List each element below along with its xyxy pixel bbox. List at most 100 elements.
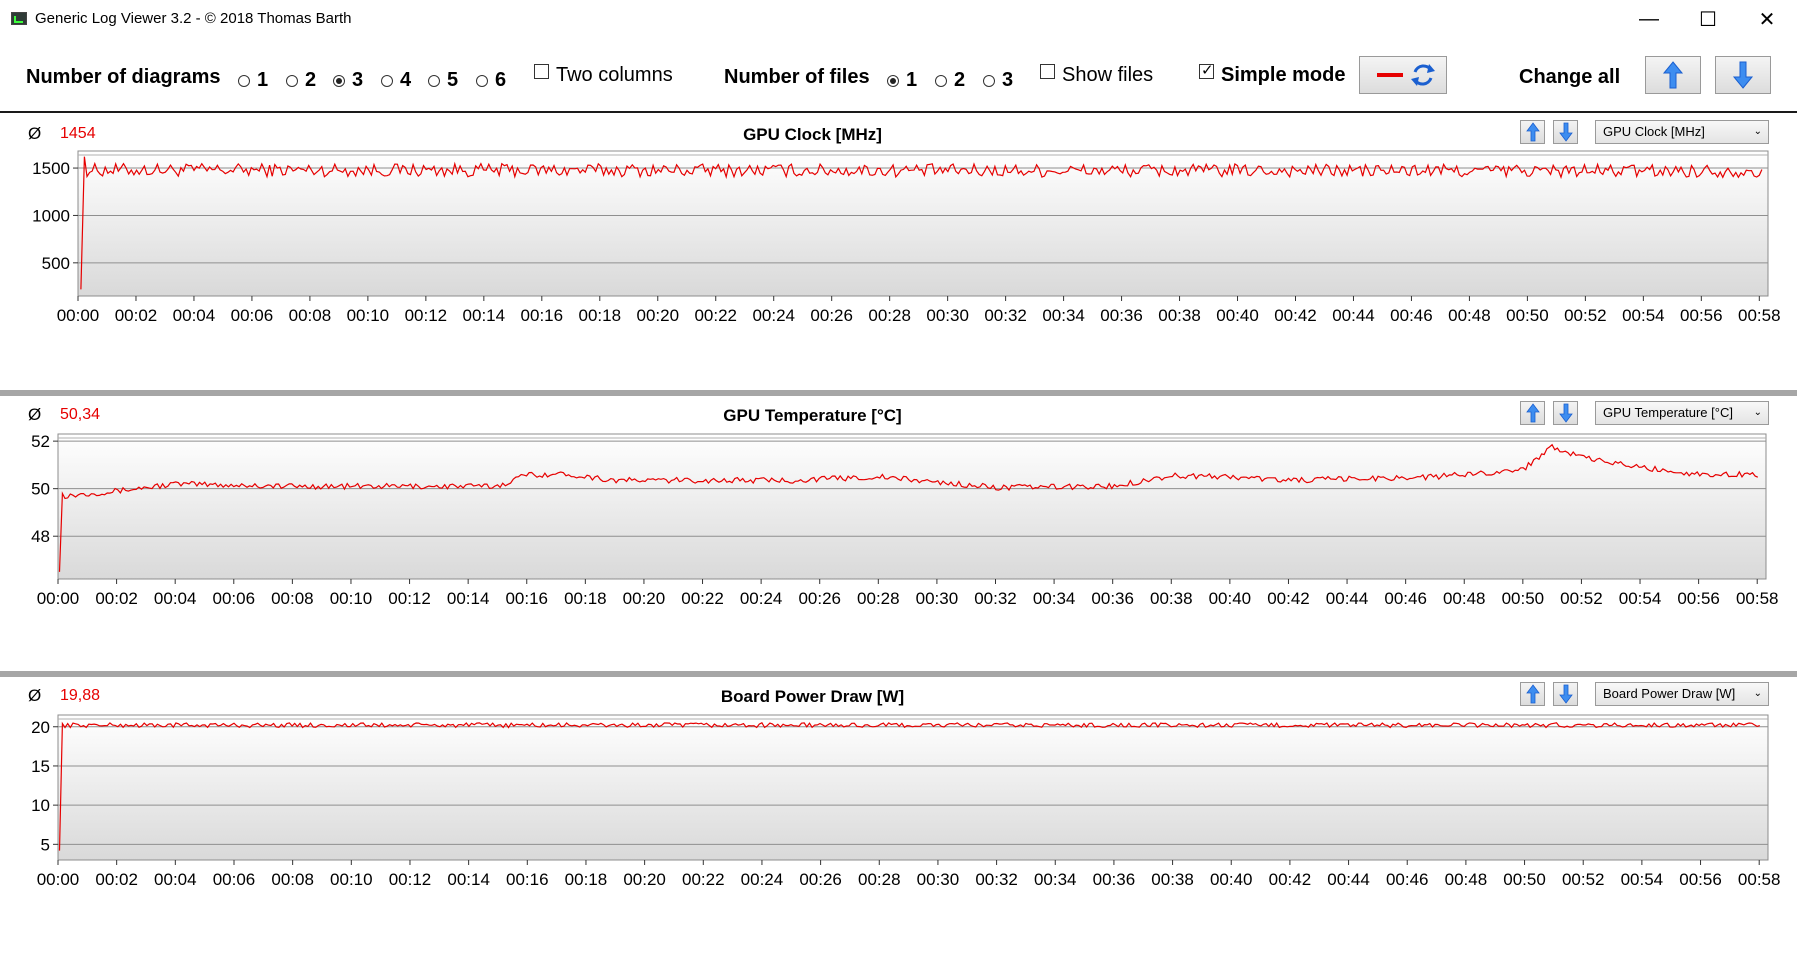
diagrams-radio-4[interactable]: 4	[381, 69, 411, 92]
checkbox-box	[534, 64, 549, 79]
x-tick-label: 00:00	[37, 589, 80, 608]
average-symbol: Ø	[28, 405, 42, 424]
gpu-clock-chart: 500 1000 1500 00:00 00:02 00:04 00:06 00:08 00:1…	[32, 150, 1781, 325]
simple-mode-checkbox[interactable]: Simple mode	[1199, 61, 1345, 87]
diagrams-radio-5[interactable]: 5	[428, 69, 458, 92]
diagrams-radio-3[interactable]: 3	[333, 69, 363, 92]
x-tick-label: 00:40	[1210, 870, 1253, 889]
two-columns-checkbox[interactable]: Two columns	[534, 64, 673, 87]
y-tick-label: 48	[31, 527, 50, 546]
series-selector[interactable]: GPU Temperature [°C] ⌄	[1595, 401, 1769, 425]
x-tick-label: 00:16	[505, 589, 548, 608]
x-tick-label: 00:04	[173, 306, 216, 325]
y-tick-label: 5	[41, 835, 50, 854]
panel-title: GPU Temperature [°C]	[723, 406, 902, 425]
show-files-checkbox[interactable]: Show files	[1040, 64, 1153, 87]
arrow-up-icon	[1525, 403, 1540, 423]
radio-dot	[381, 74, 393, 87]
panel-down-button[interactable]	[1553, 682, 1578, 706]
x-tick-label: 00:12	[405, 306, 448, 325]
diagrams-radio-6[interactable]: 6	[476, 69, 506, 92]
x-tick-label: 00:28	[868, 306, 911, 325]
x-tick-label: 00:14	[463, 306, 506, 325]
toolbar: Number of diagrams 1 2 3 4 5 6 Two colum…	[0, 38, 1797, 113]
files-radio-1[interactable]: 1	[887, 69, 917, 92]
x-tick-label: 00:02	[95, 589, 138, 608]
panel-down-button[interactable]	[1553, 120, 1578, 144]
x-tick-label: 00:10	[347, 306, 390, 325]
panel-down-button[interactable]	[1553, 401, 1578, 425]
x-tick-label: 00:56	[1680, 306, 1723, 325]
color-refresh-button[interactable]	[1359, 56, 1447, 94]
x-tick-label: 00:26	[810, 306, 853, 325]
panel-title: Board Power Draw [W]	[720, 687, 905, 706]
average-symbol: Ø	[28, 124, 42, 143]
average-symbol: Ø	[28, 686, 42, 705]
chevron-down-icon: ⌄	[1753, 688, 1762, 699]
x-tick-label: 00:16	[506, 870, 549, 889]
x-tick-label: 00:06	[213, 589, 256, 608]
radio-dot	[333, 74, 345, 87]
x-tick-label: 00:06	[231, 306, 274, 325]
radio-dot	[887, 74, 899, 87]
x-tick-label: 00:00	[37, 870, 80, 889]
x-tick-label: 00:54	[1619, 589, 1662, 608]
panel-up-button[interactable]	[1520, 120, 1545, 144]
x-tick-label: 00:14	[447, 589, 490, 608]
panel-up-button[interactable]	[1520, 682, 1545, 706]
x-tick-label: 00:58	[1738, 306, 1781, 325]
checkbox-box	[1040, 64, 1055, 79]
checkbox-box	[1199, 61, 1214, 79]
x-tick-label: 00:02	[115, 306, 158, 325]
arrow-up-icon	[1525, 684, 1540, 704]
close-button[interactable]: ✕	[1758, 8, 1776, 31]
x-tick-label: 00:36	[1100, 306, 1143, 325]
y-tick-label: 1500	[32, 159, 70, 178]
plot-area	[77, 150, 1769, 297]
x-tick-label: 00:52	[1560, 589, 1603, 608]
panel-separator[interactable]	[0, 671, 1797, 677]
average-value: 1454	[60, 125, 96, 142]
radio-dot	[476, 74, 488, 87]
diagram-panel-gpu-clock: Ø 1454 GPU Clock [MHz] GPU Clock [MHz] ⌄ …	[0, 115, 1797, 392]
x-tick-label: 00:38	[1151, 870, 1194, 889]
arrow-down-icon	[1558, 122, 1573, 142]
x-tick-label: 00:12	[389, 870, 432, 889]
average-value: 19,88	[60, 687, 101, 704]
files-radio-2[interactable]: 2	[935, 69, 965, 92]
files-label: Number of files	[724, 66, 870, 88]
chevron-down-icon: ⌄	[1753, 407, 1762, 418]
series-selector[interactable]: Board Power Draw [W] ⌄	[1595, 682, 1769, 706]
plot-area	[57, 433, 1767, 580]
minimize-button[interactable]: —	[1639, 7, 1659, 30]
x-tick-label: 00:48	[1445, 870, 1488, 889]
x-tick-label: 00:00	[57, 306, 100, 325]
app-icon	[11, 12, 27, 25]
x-tick-label: 00:18	[579, 306, 622, 325]
diagrams-radio-1[interactable]: 1	[238, 69, 268, 92]
x-tick-label: 00:58	[1738, 870, 1781, 889]
files-radio-3[interactable]: 3	[983, 69, 1013, 92]
series-selector[interactable]: GPU Clock [MHz] ⌄	[1595, 120, 1769, 144]
move-all-down-button[interactable]	[1715, 56, 1771, 94]
panel-up-button[interactable]	[1520, 401, 1545, 425]
x-tick-label: 00:52	[1564, 306, 1607, 325]
data-series-line	[80, 156, 1763, 290]
x-tick-label: 00:10	[330, 870, 373, 889]
radio-dot	[983, 74, 995, 87]
x-tick-label: 00:34	[1033, 589, 1076, 608]
x-tick-label: 00:42	[1274, 306, 1317, 325]
x-tick-label: 00:04	[154, 870, 197, 889]
diagrams-radio-2[interactable]: 2	[286, 69, 316, 92]
panel-separator[interactable]	[0, 390, 1797, 396]
diagram-panel-board-power: Ø 19,88 Board Power Draw [W] Board Power…	[0, 677, 1797, 952]
radio-dot	[935, 74, 947, 87]
y-tick-label: 1000	[32, 206, 70, 225]
x-tick-label: 00:06	[213, 870, 256, 889]
move-all-up-button[interactable]	[1645, 56, 1701, 94]
arrow-down-icon	[1558, 403, 1573, 423]
x-tick-label: 00:34	[1042, 306, 1085, 325]
x-tick-label: 00:32	[975, 870, 1018, 889]
maximize-button[interactable]: ☐	[1699, 8, 1717, 31]
x-tick-label: 00:02	[95, 870, 138, 889]
